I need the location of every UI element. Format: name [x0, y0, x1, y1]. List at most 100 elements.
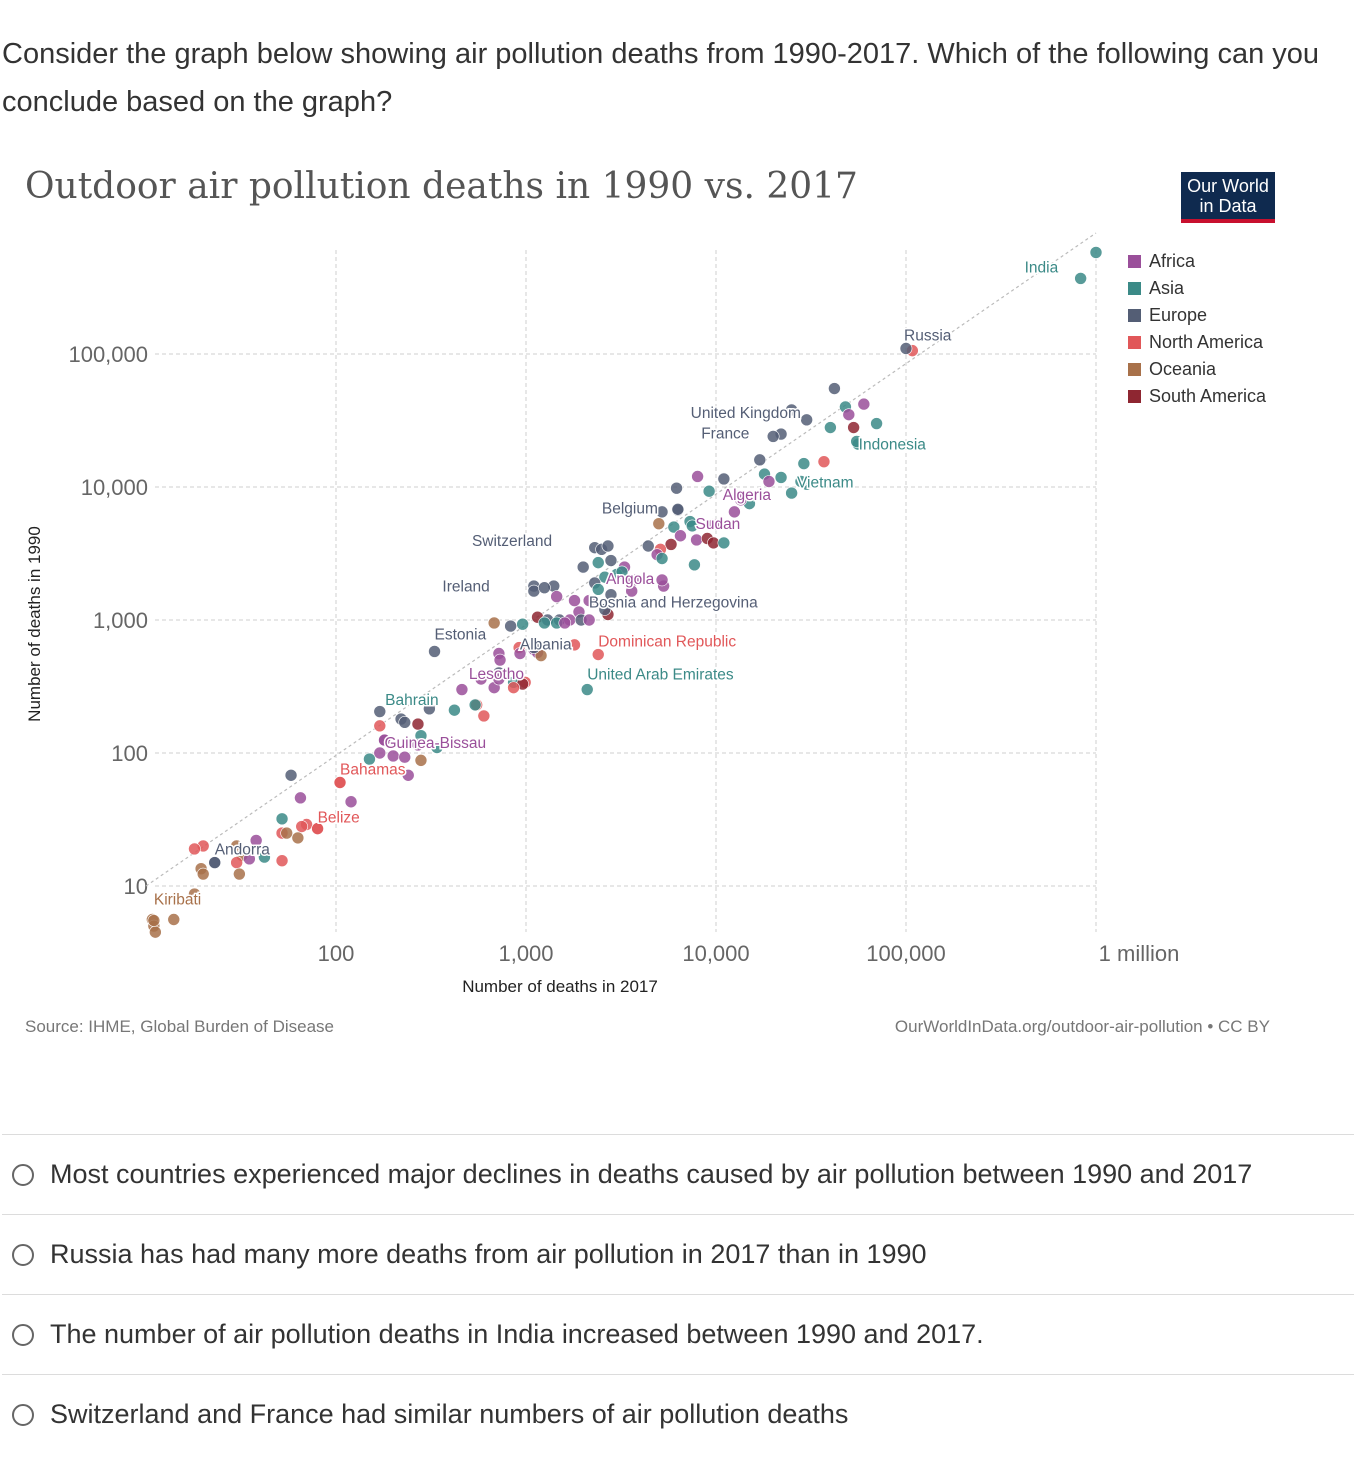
data-point	[448, 703, 461, 717]
answer-option-2[interactable]: Russia has had many more deaths from air…	[2, 1214, 1354, 1294]
data-point	[753, 453, 767, 467]
radio-button[interactable]	[12, 1243, 34, 1266]
data-point	[817, 455, 831, 468]
point-label: United Arab Emirates	[587, 667, 734, 684]
data-point	[243, 852, 256, 866]
data-point	[378, 733, 391, 747]
data-point	[311, 822, 324, 835]
chart-credit[interactable]: OurWorldInData.org/outdoor-air-pollution…	[894, 1017, 1270, 1036]
data-point	[774, 471, 788, 484]
data-point	[591, 648, 605, 661]
data-point	[196, 867, 210, 881]
point-label: Estonia	[435, 626, 487, 643]
data-point	[717, 472, 731, 486]
data-point	[344, 795, 358, 809]
data-point	[401, 768, 415, 782]
point-label: Bahamas	[340, 762, 406, 779]
radio-button[interactable]	[12, 1163, 34, 1186]
legend-label: Africa	[1149, 251, 1196, 271]
point-label: Dominican Republic	[598, 634, 736, 651]
data-point	[591, 583, 605, 596]
data-point	[167, 913, 181, 926]
answer-option-label: Most countries experienced major decline…	[50, 1159, 1253, 1189]
answer-option-label: Switzerland and France had similar numbe…	[50, 1399, 849, 1429]
data-point	[785, 486, 798, 500]
data-point	[664, 538, 678, 551]
legend-swatch	[1128, 336, 1141, 349]
data-point	[601, 539, 615, 553]
data-point	[797, 457, 811, 470]
data-point	[333, 776, 347, 789]
data-point	[411, 717, 425, 731]
answer-options: Most countries experienced major decline…	[2, 1134, 1354, 1454]
data-point	[280, 826, 293, 840]
data-point	[576, 560, 590, 574]
point-label: Belgium	[602, 500, 658, 517]
legend-swatch	[1128, 255, 1141, 268]
data-point	[688, 558, 701, 572]
legend-label: Europe	[1149, 305, 1207, 325]
data-point	[707, 518, 720, 532]
data-point	[474, 672, 488, 686]
point-label: Albania	[520, 637, 572, 654]
point-label: Algeria	[723, 487, 772, 504]
point-label: United Kingdom	[691, 405, 801, 422]
data-point	[670, 481, 683, 495]
radio-button[interactable]	[12, 1403, 34, 1426]
point-label: Ireland	[442, 579, 489, 596]
data-point	[249, 834, 263, 847]
logo-line-1: Our World	[1187, 176, 1269, 196]
data-point	[147, 914, 161, 927]
radio-button[interactable]	[12, 1323, 34, 1346]
data-point	[685, 519, 699, 533]
point-label: India	[1025, 259, 1059, 276]
legend-swatch	[1128, 363, 1141, 376]
data-point	[717, 536, 731, 550]
data-point	[785, 403, 798, 417]
y-tick-label: 1,000	[93, 608, 148, 633]
data-point	[655, 573, 669, 587]
data-point	[598, 570, 612, 584]
point-label: Russia	[904, 327, 952, 344]
reference-line	[145, 232, 1097, 887]
legend-label: Oceania	[1149, 359, 1217, 379]
data-point	[824, 421, 837, 434]
data-point	[762, 475, 776, 488]
data-point	[591, 556, 605, 569]
data-point	[766, 430, 780, 443]
data-point	[667, 520, 681, 534]
data-point	[674, 529, 687, 543]
data-point	[842, 408, 856, 421]
data-point	[534, 649, 548, 662]
data-point	[411, 738, 425, 752]
chart-title: Outdoor air pollution deaths in 1990 vs.…	[25, 166, 858, 207]
answer-option-3[interactable]: The number of air pollution deaths in In…	[2, 1294, 1354, 1374]
data-point	[847, 421, 860, 434]
x-axis-title: Number of deaths in 2017	[462, 977, 658, 996]
scatter-chart: 10 100 1,000 10,000 100,000 100 1,000 10,000 100…	[25, 232, 1267, 996]
data-point	[538, 616, 551, 630]
data-point	[538, 581, 551, 594]
data-point	[702, 484, 716, 498]
data-point	[800, 413, 813, 427]
point-label: Angola	[606, 571, 655, 588]
answer-option-4[interactable]: Switzerland and France had similar numbe…	[2, 1374, 1354, 1454]
point-label: Guinea-Bissau	[385, 735, 487, 752]
answer-option-label: Russia has had many more deaths from air…	[50, 1239, 927, 1269]
y-tick-label: 10,000	[81, 475, 148, 500]
data-point	[275, 854, 289, 867]
data-point	[513, 647, 527, 660]
answer-option-1[interactable]: Most countries experienced major decline…	[2, 1134, 1354, 1214]
data-point	[1074, 272, 1087, 285]
owid-logo[interactable]: Our World in Data	[1181, 172, 1275, 223]
data-point	[615, 565, 629, 579]
x-tick-label: 1 million	[1099, 941, 1180, 966]
data-point	[373, 705, 387, 718]
data-point	[1089, 246, 1103, 259]
logo-line-2: in Data	[1199, 196, 1257, 216]
answer-option-label: The number of air pollution deaths in In…	[50, 1319, 984, 1349]
data-point	[455, 683, 469, 696]
data-point	[580, 683, 594, 696]
point-label: Switzerland	[472, 533, 552, 550]
point-label: Sudan	[695, 516, 740, 533]
